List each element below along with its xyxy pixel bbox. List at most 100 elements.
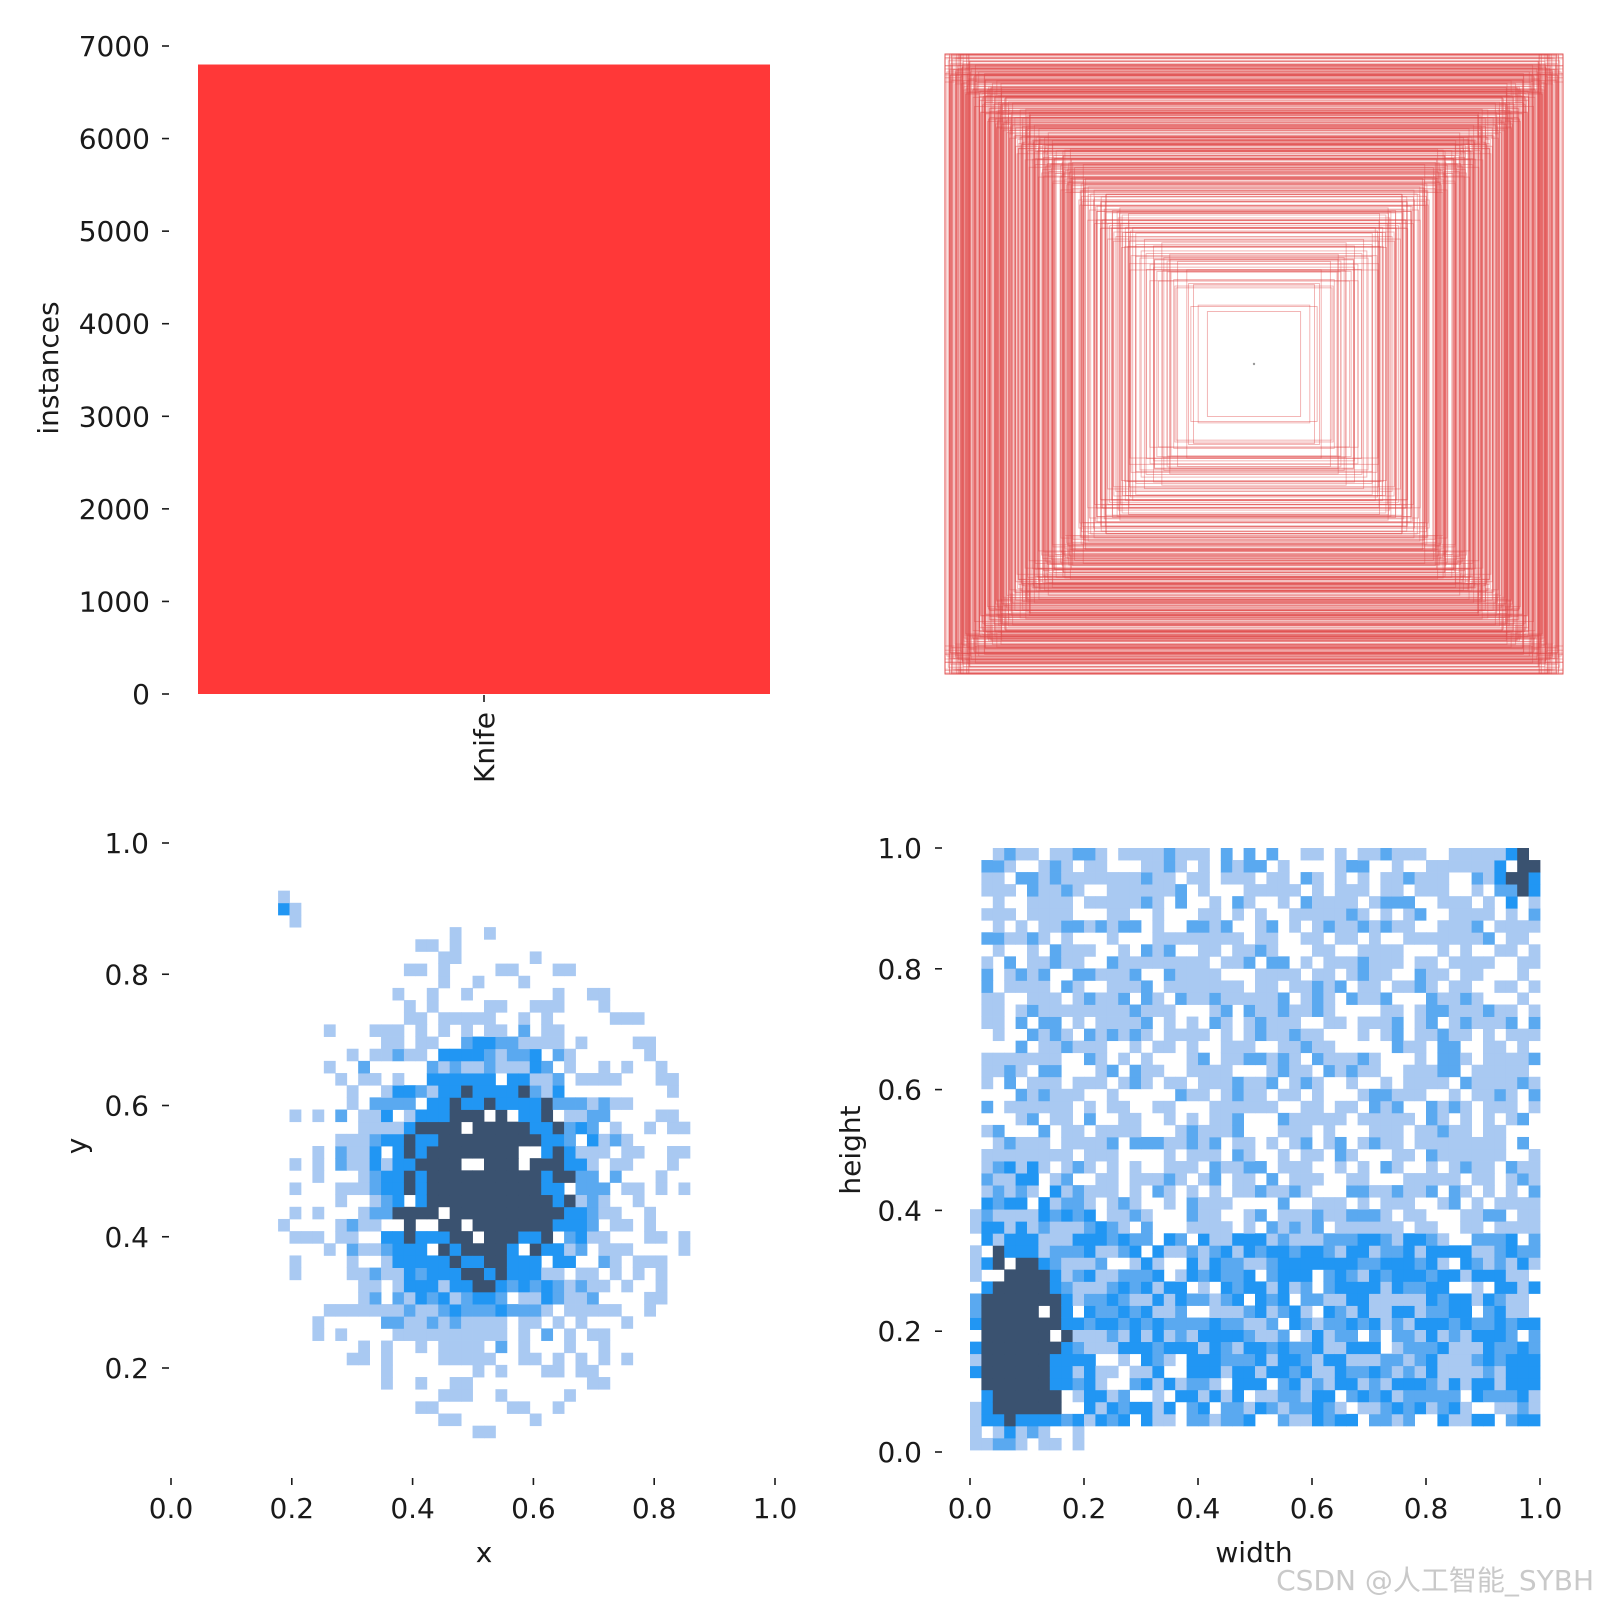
hist-cell (335, 1194, 348, 1208)
hist-cell (484, 927, 496, 940)
hist-cell (1038, 1329, 1051, 1343)
hist-cell (1483, 1233, 1495, 1246)
hist-cell (1460, 1112, 1472, 1126)
hist-cell (1061, 1269, 1073, 1282)
hist-cell (1266, 1004, 1279, 1017)
bbox-outline (1033, 139, 1475, 589)
hist-cell (1266, 920, 1279, 933)
hist-cell (1186, 1365, 1199, 1379)
hist-cell (495, 1060, 508, 1074)
bbox-outline (989, 89, 1519, 639)
hist-cell (438, 1340, 451, 1354)
hist-cell (1061, 1329, 1073, 1343)
hist-cell (1471, 1245, 1484, 1258)
hist-cell (1027, 1136, 1039, 1150)
hist-cell (1448, 1088, 1461, 1102)
hist-cell (1528, 1016, 1541, 1029)
xy-ytick-label: 0.2 (104, 1352, 149, 1385)
hist-cell (598, 1243, 611, 1256)
bbox-outline (1043, 175, 1465, 553)
hist-cell (552, 1133, 565, 1147)
hist-cell (586, 1073, 599, 1086)
hist-cell (1414, 1281, 1427, 1294)
hist-cell (438, 1194, 451, 1208)
hist-cell (1323, 1064, 1336, 1078)
hist-cell (1186, 1269, 1199, 1282)
hist-cell (1460, 1377, 1472, 1391)
hist-cell (598, 1352, 611, 1366)
hist-cell (575, 1158, 588, 1171)
hist-cell (1186, 980, 1199, 993)
hist-cell (1289, 1088, 1301, 1102)
hist-cell (1357, 1365, 1370, 1379)
hist-cell (1414, 968, 1427, 981)
hist-cell (1152, 932, 1165, 945)
hist-cell (1403, 1401, 1415, 1415)
hist-cell (1414, 1329, 1427, 1343)
bbox-outline (1093, 199, 1415, 529)
hist-cell (1061, 860, 1073, 873)
hist-cell (609, 1218, 622, 1232)
hist-cell (1152, 1185, 1165, 1198)
hist-cell (1027, 1233, 1039, 1246)
bbox-outline (987, 120, 1521, 608)
hist-cell (1129, 1329, 1142, 1343)
hist-cell (1186, 956, 1199, 969)
bbox-outline (1116, 211, 1392, 517)
hist-cell (992, 896, 1005, 909)
hist-cell (981, 1353, 994, 1367)
hist-cell (564, 1328, 576, 1341)
hist-cell (1357, 920, 1370, 933)
hist-cell (1072, 1269, 1085, 1282)
hist-cell (1437, 1413, 1450, 1427)
hist-cell (1289, 1365, 1301, 1379)
wh-xtick-label: 1.0 (1518, 1492, 1563, 1525)
hist-cell (981, 1377, 994, 1391)
bar-knife (198, 64, 770, 694)
hist-cell (1505, 1016, 1518, 1029)
hist-cell (484, 1231, 496, 1244)
hist-cell (1118, 1329, 1130, 1343)
hist-cell (1106, 1016, 1119, 1029)
instances-xtick-label: Knife (468, 712, 501, 783)
hist-cell (1403, 1377, 1415, 1391)
hist-cell (1528, 1197, 1541, 1210)
hist-cell (518, 1267, 531, 1281)
hist-cell (1403, 1233, 1415, 1246)
bbox-outline (1028, 166, 1480, 562)
hist-cell (1095, 860, 1108, 873)
hist-cell (1027, 1365, 1039, 1379)
hist-cell (1049, 848, 1062, 861)
bbox-outline (978, 96, 1530, 632)
hist-cell (1084, 1076, 1096, 1090)
hist-cell (1038, 1040, 1051, 1054)
hist-cell (1015, 1413, 1028, 1427)
hist-cell (575, 1109, 588, 1123)
hist-cell (1129, 968, 1142, 981)
bbox-outline (1061, 161, 1447, 567)
hist-cell (1027, 968, 1039, 981)
hist-cell (518, 1255, 531, 1268)
hist-cell (586, 1304, 599, 1317)
hist-cell (1277, 1233, 1290, 1246)
hist-cell (1106, 872, 1119, 885)
hist-cell (1004, 1221, 1016, 1234)
hist-cell (1414, 1136, 1427, 1150)
hist-cell (1391, 1245, 1404, 1258)
hist-cell (1403, 1269, 1415, 1282)
bbox-outline (974, 75, 1534, 653)
hist-cell (1289, 1269, 1301, 1282)
bbox-outline (1003, 122, 1505, 606)
hist-cell (655, 1231, 668, 1244)
hist-cell (323, 1024, 336, 1037)
hist-cell (438, 1255, 451, 1268)
hist-cell (1209, 1413, 1222, 1427)
hist-cell (1141, 980, 1153, 993)
hist-cell (1380, 1016, 1393, 1029)
hist-cell (1494, 1076, 1507, 1090)
hist-cell (1517, 1064, 1529, 1078)
hist-cell (1494, 1257, 1507, 1270)
hist-cell (461, 1097, 473, 1110)
hist-cell (1129, 1293, 1142, 1306)
bbox-outline (1169, 253, 1339, 475)
